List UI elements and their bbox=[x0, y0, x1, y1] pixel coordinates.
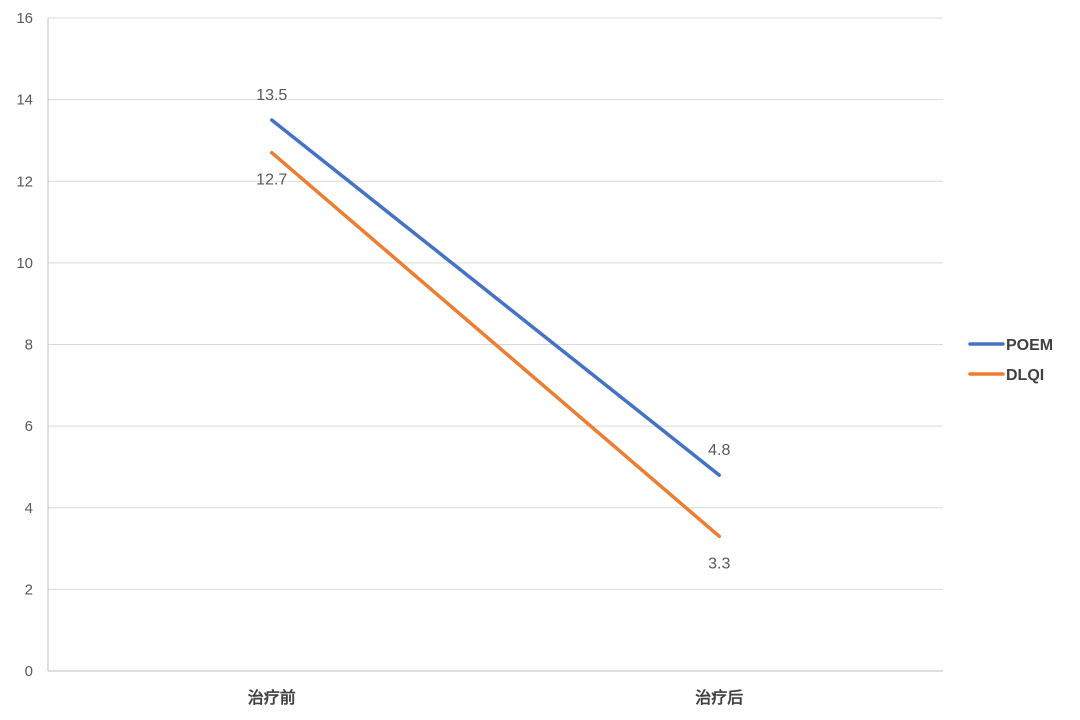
y-tick-label: 14 bbox=[16, 92, 33, 109]
y-tick-label: 8 bbox=[25, 337, 33, 354]
x-tick-label: 治疗后 bbox=[695, 688, 743, 707]
data-label: 12.7 bbox=[256, 172, 287, 189]
data-label: 13.5 bbox=[256, 87, 287, 104]
legend: POEM DLQI bbox=[968, 337, 1053, 384]
series-lines bbox=[270, 118, 721, 539]
legend-label: POEM bbox=[1006, 337, 1053, 354]
y-tick-label: 4 bbox=[25, 500, 33, 517]
y-tick-label: 6 bbox=[25, 418, 33, 435]
gridlines bbox=[48, 17, 943, 590]
y-tick-label: 0 bbox=[25, 663, 33, 680]
series-line-poem bbox=[270, 118, 721, 477]
data-labels: 13.5 4.8 12.7 3.3 bbox=[256, 87, 730, 572]
y-tick-label: 16 bbox=[16, 10, 33, 27]
y-tick-label: 12 bbox=[16, 173, 33, 190]
y-tick-label: 10 bbox=[16, 255, 33, 272]
y-tick-label: 2 bbox=[25, 581, 33, 598]
data-label: 4.8 bbox=[708, 442, 730, 459]
legend-label: DLQI bbox=[1006, 367, 1044, 384]
series-line-dlqi bbox=[270, 150, 721, 539]
data-label: 3.3 bbox=[708, 555, 730, 572]
axes: 0 2 4 6 8 10 12 14 16 治疗前 治疗后 bbox=[16, 10, 943, 707]
x-tick-label: 治疗前 bbox=[248, 688, 296, 707]
